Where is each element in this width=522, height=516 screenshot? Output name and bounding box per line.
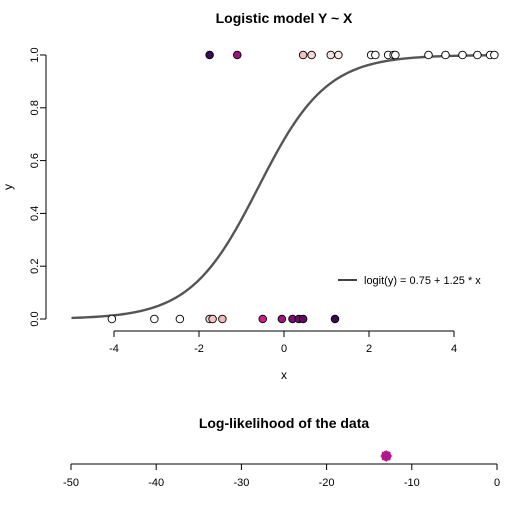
x-axis-label: x xyxy=(281,368,287,382)
x-tick-label: 0 xyxy=(281,343,287,355)
loglik-chart-title: Log-likelihood of the data xyxy=(199,415,370,431)
loglik-tick-label: -10 xyxy=(404,477,420,489)
y-tick-label: 0.4 xyxy=(29,206,41,221)
data-point-y0 xyxy=(258,314,268,324)
y-tick-label: 0.6 xyxy=(29,153,41,168)
data-point-y0 xyxy=(208,314,217,324)
loglik-tick-label: -40 xyxy=(148,477,164,489)
loglik-tick-label: 0 xyxy=(494,477,500,489)
data-point-y0 xyxy=(107,314,117,324)
x-tick-label: 2 xyxy=(366,343,372,355)
data-point-y0 xyxy=(277,314,287,324)
data-point-y1 xyxy=(490,50,499,60)
data-point-y0 xyxy=(150,314,159,324)
loglik-points xyxy=(380,450,392,462)
loglik-x-axis: -50 -40 -30 -20 -10 0 xyxy=(63,463,500,489)
data-point-y0 xyxy=(330,314,340,324)
y-axis: 0.0 0.2 0.4 0.6 0.8 1.0 xyxy=(29,47,47,327)
x-tick-label: -4 xyxy=(109,343,119,355)
data-point-y1 xyxy=(371,50,380,60)
legend-label: logit(y) = 0.75 + 1.25 * x xyxy=(364,275,481,287)
loglik-point-ray xyxy=(385,451,391,457)
loglik-tick-label: -30 xyxy=(233,477,249,489)
y-tick-label: 0.0 xyxy=(29,311,41,326)
data-point-y1 xyxy=(458,50,467,60)
data-point-y0 xyxy=(175,314,185,324)
data-point-y1 xyxy=(298,50,308,60)
x-tick-label: -2 xyxy=(194,343,204,355)
data-point-y1 xyxy=(232,50,242,60)
data-point-y1 xyxy=(473,50,482,60)
data-point-y1 xyxy=(391,50,400,60)
legend: logit(y) = 0.75 + 1.25 * x xyxy=(338,275,481,287)
data-point-y1 xyxy=(441,50,450,60)
data-point-y1 xyxy=(334,50,343,60)
data-point-y1 xyxy=(326,50,336,60)
x-tick-label: 4 xyxy=(451,343,457,355)
y-tick-label: 1.0 xyxy=(29,47,41,62)
y-axis-label: y xyxy=(1,184,15,190)
y-tick-label: 0.8 xyxy=(29,100,41,115)
data-point-y1 xyxy=(424,50,433,60)
loglik-tick-label: -50 xyxy=(63,477,79,489)
data-point-y1 xyxy=(205,50,214,60)
x-axis: -4 -2 0 2 4 xyxy=(109,330,457,355)
data-point-y0 xyxy=(298,314,308,324)
loglik-tick-label: -20 xyxy=(319,477,335,489)
data-points xyxy=(107,50,499,324)
data-point-y0 xyxy=(218,314,227,324)
data-point-y1 xyxy=(307,50,316,60)
main-chart-title: Logistic model Y ~ X xyxy=(216,10,353,26)
y-tick-label: 0.2 xyxy=(29,259,41,274)
